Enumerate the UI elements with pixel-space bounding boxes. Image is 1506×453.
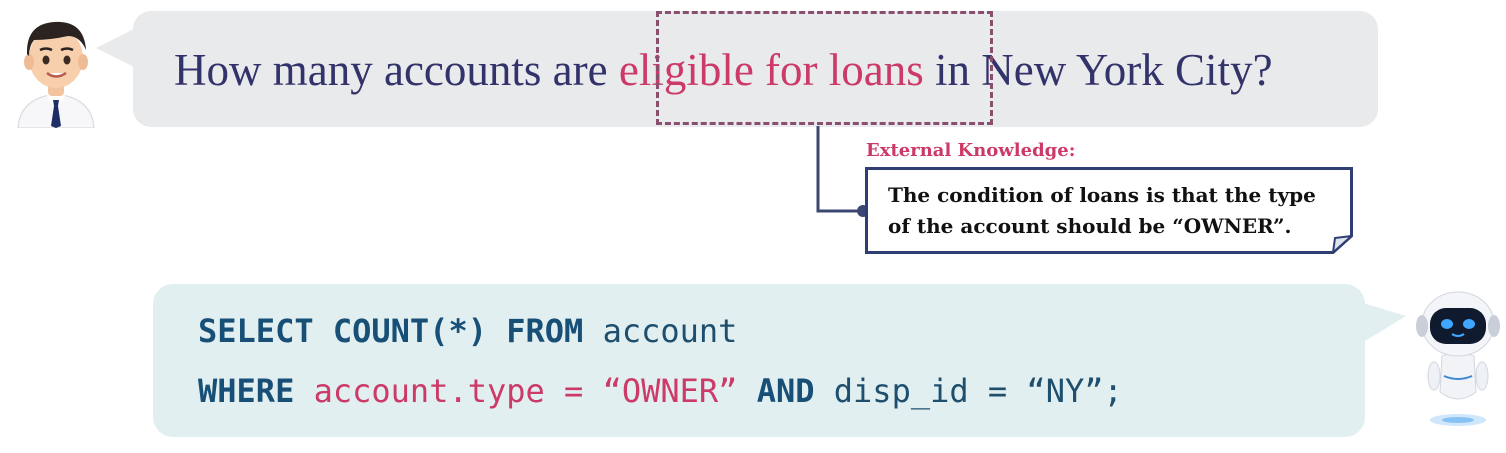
sql-line-1: SELECT COUNT(*) FROM account	[198, 311, 737, 351]
question-text-before: How many accounts are	[174, 45, 619, 95]
sql-token-kw: WHERE	[198, 372, 295, 410]
sql-bubble	[153, 284, 1365, 437]
robot-avatar-icon	[1416, 291, 1500, 426]
external-knowledge-card	[865, 167, 1353, 254]
question-bubble	[133, 11, 1378, 127]
sql-bubble-tail	[1360, 302, 1406, 344]
user-avatar-icon	[17, 21, 95, 128]
question-bubble-tail	[96, 28, 136, 68]
sql-token-str: account.type = “OWNER”	[294, 372, 738, 410]
external-knowledge-text: The condition of loans is that the type …	[888, 183, 1316, 238]
highlight-dashed-box	[656, 11, 993, 125]
sql-token-id: disp_id = “NY”;	[814, 372, 1123, 410]
sql-token-kw: AND	[737, 372, 815, 410]
question-highlight: eligible for loans	[618, 45, 924, 95]
external-knowledge-label: External Knowledge:	[866, 140, 1076, 161]
sql-token-kw: SELECT COUNT(*) FROM	[198, 312, 584, 350]
sql-line-2: WHERE account.type = “OWNER” AND disp_id…	[198, 371, 1123, 411]
sql-token-id: account	[583, 312, 738, 350]
